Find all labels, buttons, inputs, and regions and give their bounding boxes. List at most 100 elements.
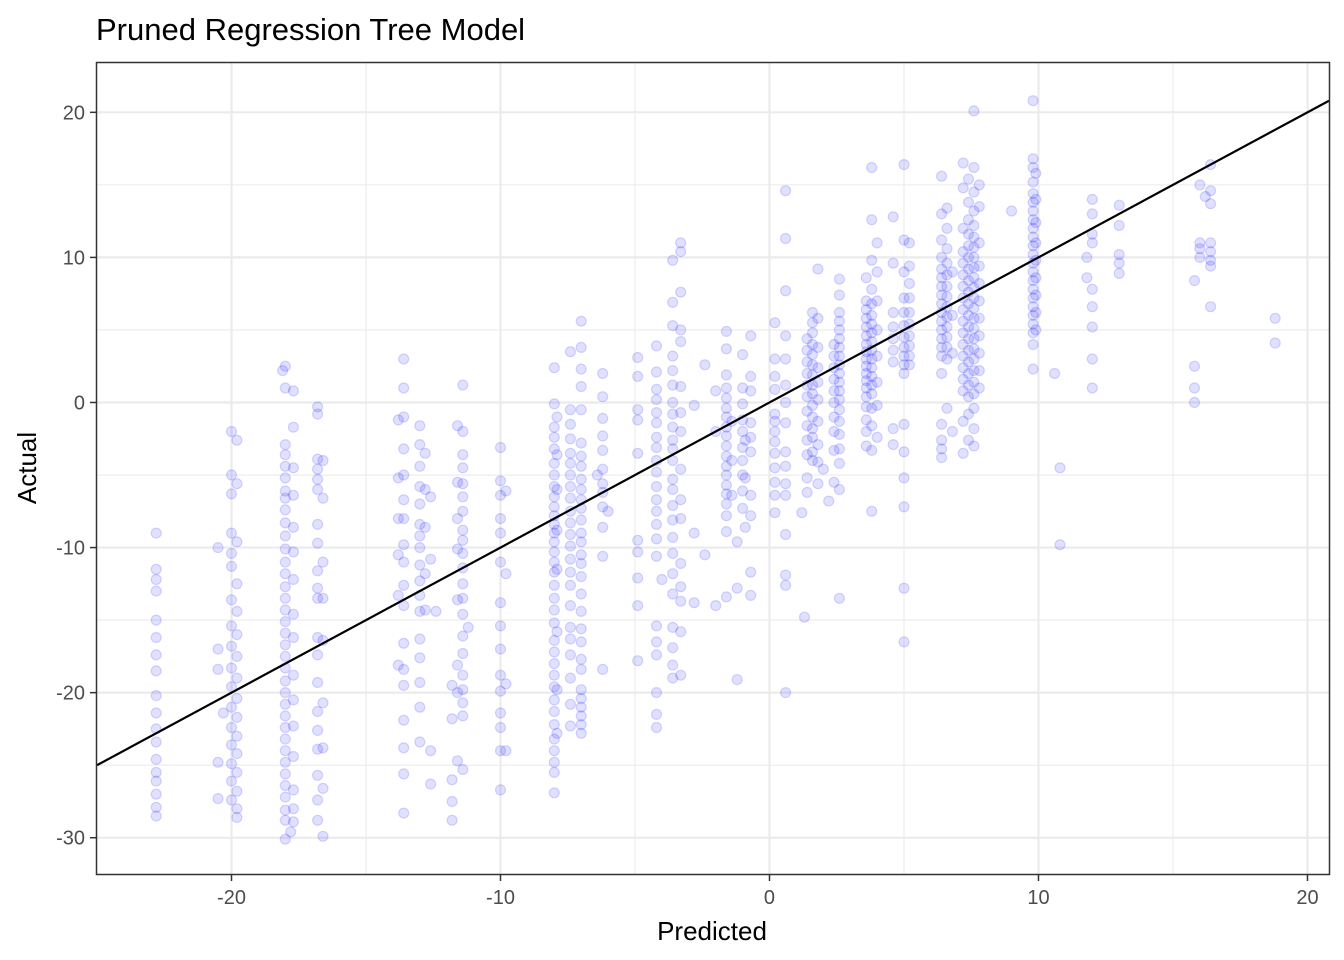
data-point xyxy=(779,232,792,245)
data-point xyxy=(212,643,224,655)
data-point xyxy=(801,486,813,498)
data-point xyxy=(548,756,560,768)
data-point xyxy=(828,350,840,362)
data-point xyxy=(548,527,560,539)
data-point xyxy=(1005,205,1018,217)
data-point xyxy=(392,549,404,561)
data-point xyxy=(745,385,757,397)
data-point xyxy=(548,398,560,410)
data-point xyxy=(667,483,679,496)
data-point xyxy=(941,243,953,255)
data-point xyxy=(957,157,969,169)
data-point xyxy=(720,479,733,491)
data-point xyxy=(720,440,733,452)
data-point xyxy=(1027,205,1039,217)
data-point xyxy=(650,518,663,531)
data-point xyxy=(430,605,442,618)
data-point xyxy=(736,485,749,497)
x-tick-label: 0 xyxy=(764,887,775,909)
data-point xyxy=(1086,208,1098,220)
data-point xyxy=(392,472,404,484)
data-point xyxy=(935,350,948,362)
data-point xyxy=(494,784,507,796)
data-point xyxy=(287,720,299,732)
data-point xyxy=(1027,338,1039,351)
data-point xyxy=(935,208,948,220)
data-point xyxy=(720,402,733,414)
data-point xyxy=(941,280,953,292)
data-point xyxy=(801,344,813,356)
data-point xyxy=(597,412,609,424)
data-point xyxy=(887,439,899,451)
data-point xyxy=(962,344,975,356)
data-point xyxy=(494,721,507,734)
data-point xyxy=(287,521,299,533)
data-point xyxy=(414,701,426,713)
data-point xyxy=(769,370,781,382)
data-point xyxy=(575,636,587,648)
data-point xyxy=(957,447,969,459)
data-point xyxy=(769,317,781,329)
data-point xyxy=(667,531,679,544)
data-point xyxy=(279,756,291,768)
data-point xyxy=(871,431,883,443)
data-point xyxy=(1113,257,1125,269)
data-point xyxy=(667,396,679,409)
data-point xyxy=(398,469,410,481)
data-point xyxy=(231,711,243,723)
data-point xyxy=(150,527,162,539)
data-point xyxy=(745,417,757,429)
data-point xyxy=(817,463,829,475)
data-point xyxy=(287,631,299,644)
data-point xyxy=(457,478,469,490)
data-point xyxy=(575,380,587,393)
data-point xyxy=(575,701,587,713)
reference-line xyxy=(96,99,1330,767)
data-point xyxy=(962,214,975,226)
data-point xyxy=(806,338,819,351)
data-point xyxy=(968,161,980,174)
data-point xyxy=(962,321,975,333)
data-point xyxy=(564,433,577,445)
data-point xyxy=(564,540,577,552)
data-point xyxy=(860,321,872,333)
data-point xyxy=(769,383,781,395)
data-point xyxy=(968,205,980,217)
data-point xyxy=(779,528,792,541)
data-point xyxy=(451,686,464,699)
data-point xyxy=(968,376,980,388)
data-point xyxy=(962,173,975,185)
data-point xyxy=(575,450,587,462)
data-point xyxy=(720,469,733,481)
data-point xyxy=(745,431,757,443)
data-point xyxy=(860,391,872,403)
data-point xyxy=(650,686,663,699)
data-point xyxy=(457,505,469,517)
data-point xyxy=(887,356,899,368)
data-point xyxy=(962,379,975,391)
data-point xyxy=(957,338,969,351)
data-point xyxy=(414,633,426,645)
data-point xyxy=(941,202,953,214)
data-point xyxy=(812,439,824,451)
data-point xyxy=(287,546,299,558)
data-point xyxy=(736,469,749,481)
data-point xyxy=(575,437,587,449)
data-point xyxy=(866,283,878,295)
data-point xyxy=(957,222,969,234)
data-point xyxy=(287,669,299,681)
data-point xyxy=(597,391,609,403)
data-point xyxy=(887,257,899,269)
data-point xyxy=(225,701,238,713)
data-point xyxy=(317,742,329,754)
data-point xyxy=(575,570,587,583)
data-point xyxy=(494,556,507,568)
data-point xyxy=(279,504,291,516)
data-point xyxy=(446,774,458,786)
data-point xyxy=(225,425,238,438)
data-point xyxy=(898,582,910,594)
data-point xyxy=(414,530,426,542)
data-point xyxy=(866,298,878,310)
data-point xyxy=(591,469,603,481)
data-point xyxy=(548,604,560,616)
